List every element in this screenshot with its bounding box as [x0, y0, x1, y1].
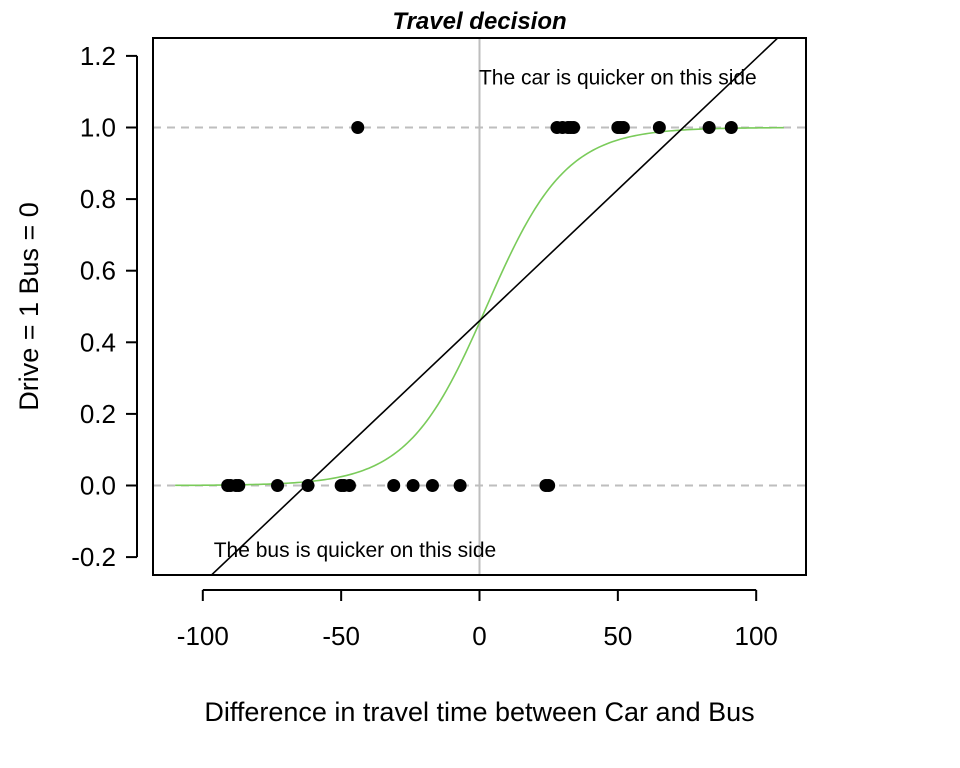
data-point — [616, 121, 630, 134]
annotation-text: The bus is quicker on this side — [214, 539, 496, 562]
y-tick-label: 0.0 — [80, 471, 116, 501]
x-tick-label: 0 — [472, 621, 486, 651]
data-point — [342, 479, 356, 492]
x-tick-label: -100 — [177, 621, 229, 651]
data-point — [351, 121, 365, 134]
annotations: The car is quicker on this side The bus i… — [214, 66, 757, 562]
y-tick-label: 1.2 — [80, 41, 116, 71]
data-point — [387, 479, 401, 492]
y-axis-title: Drive = 1 Bus = 0 — [14, 202, 44, 411]
reference-lines — [153, 38, 806, 575]
y-axis: -0.2 0.0 0.2 0.4 0.6 0.8 1.0 1.2 — [71, 41, 138, 572]
y-tick-label: -0.2 — [71, 542, 116, 572]
data-points — [221, 121, 738, 492]
x-tick-label: 50 — [603, 621, 632, 651]
data-point — [271, 479, 285, 492]
y-tick-label: 0.6 — [80, 256, 116, 286]
y-tick-label: 0.4 — [80, 327, 116, 357]
data-point — [652, 121, 666, 134]
data-point — [724, 121, 738, 134]
y-tick-label: 0.8 — [80, 184, 116, 214]
y-tick-label: 0.2 — [80, 399, 116, 429]
data-point — [406, 479, 420, 492]
linear-fit-line — [210, 38, 779, 575]
annotation-text: The car is quicker on this side — [479, 66, 757, 89]
data-point — [301, 479, 315, 492]
data-point — [453, 479, 467, 492]
plot-frame — [152, 37, 807, 576]
x-axis-title: Difference in travel time between Car an… — [204, 697, 754, 727]
x-tick-label: -50 — [322, 621, 360, 651]
data-point — [542, 479, 556, 492]
data-point — [425, 479, 439, 492]
x-tick-label: 100 — [734, 621, 777, 651]
data-point — [567, 121, 581, 134]
chart-title: Travel decision — [392, 8, 566, 35]
y-tick-label: 1.0 — [80, 113, 116, 143]
data-point — [232, 479, 246, 492]
data-point — [702, 121, 716, 134]
x-axis: -100 -50 0 50 100 — [177, 589, 778, 651]
